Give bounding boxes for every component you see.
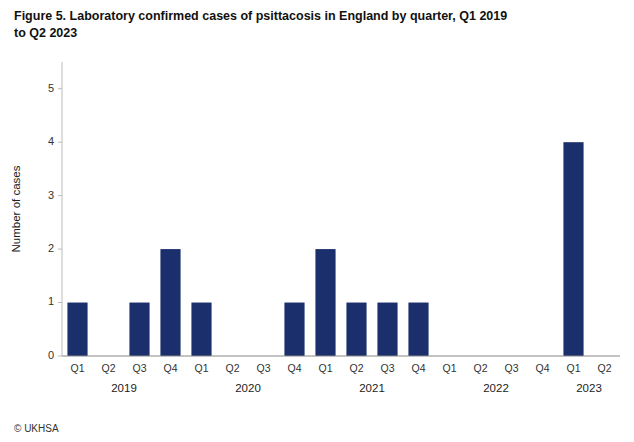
x-tick-label: Q3 (380, 362, 394, 374)
x-tick-label: Q4 (163, 362, 177, 374)
y-tick (58, 88, 62, 89)
bar (67, 303, 87, 356)
bar (129, 303, 149, 356)
x-group-label: 2022 (483, 382, 509, 394)
bar (315, 249, 335, 356)
y-tick-label: 0 (48, 349, 54, 361)
bars (67, 142, 583, 356)
x-tick-label: Q3 (256, 362, 270, 374)
x-tick-label: Q1 (194, 362, 208, 374)
x-tick-label: Q1 (318, 362, 332, 374)
source: © UKHSA (14, 423, 59, 434)
x-tick-label: Q4 (287, 362, 301, 374)
bar (160, 249, 180, 356)
bar (563, 142, 583, 356)
x-tick-label: Q2 (101, 362, 115, 374)
x-tick-label: Q2 (225, 362, 239, 374)
x-tick-label: Q2 (349, 362, 363, 374)
x-group-label: 2023 (576, 382, 602, 394)
y-tick (58, 249, 62, 250)
x-tick-label: Q3 (132, 362, 146, 374)
y-tick-label: 5 (48, 82, 54, 94)
bar (284, 303, 304, 356)
x-group-label: 2021 (359, 382, 385, 394)
x-axis-line (62, 356, 620, 357)
x-tick-label: Q2 (597, 362, 611, 374)
x-tick-label: Q1 (442, 362, 456, 374)
y-axis-label: Number of cases (10, 165, 22, 252)
chart: Figure 5. Laboratory confirmed cases of … (0, 0, 634, 442)
y-tick-label: 2 (48, 242, 54, 254)
bar (377, 303, 397, 356)
x-group-label: 2020 (235, 382, 261, 394)
bar (191, 303, 211, 356)
y-tick (58, 356, 62, 357)
x-tick-label: Q3 (504, 362, 518, 374)
y-tick (58, 302, 62, 303)
x-tick-label: Q1 (70, 362, 84, 374)
bar (408, 303, 428, 356)
x-group-label: 2019 (111, 382, 137, 394)
y-tick (58, 142, 62, 143)
y-tick-label: 3 (48, 189, 54, 201)
y-tick (58, 195, 62, 196)
title: to Q2 2023 (14, 26, 77, 40)
y-tick-label: 1 (48, 295, 54, 307)
x-tick-label: Q4 (411, 362, 425, 374)
x-tick-label: Q2 (473, 362, 487, 374)
y-axis-line (62, 62, 63, 356)
title: Figure 5. Laboratory confirmed cases of … (14, 9, 507, 23)
x-tick-label: Q4 (535, 362, 549, 374)
x-tick-label: Q1 (566, 362, 580, 374)
y-tick-label: 4 (48, 135, 54, 147)
bar (346, 303, 366, 356)
